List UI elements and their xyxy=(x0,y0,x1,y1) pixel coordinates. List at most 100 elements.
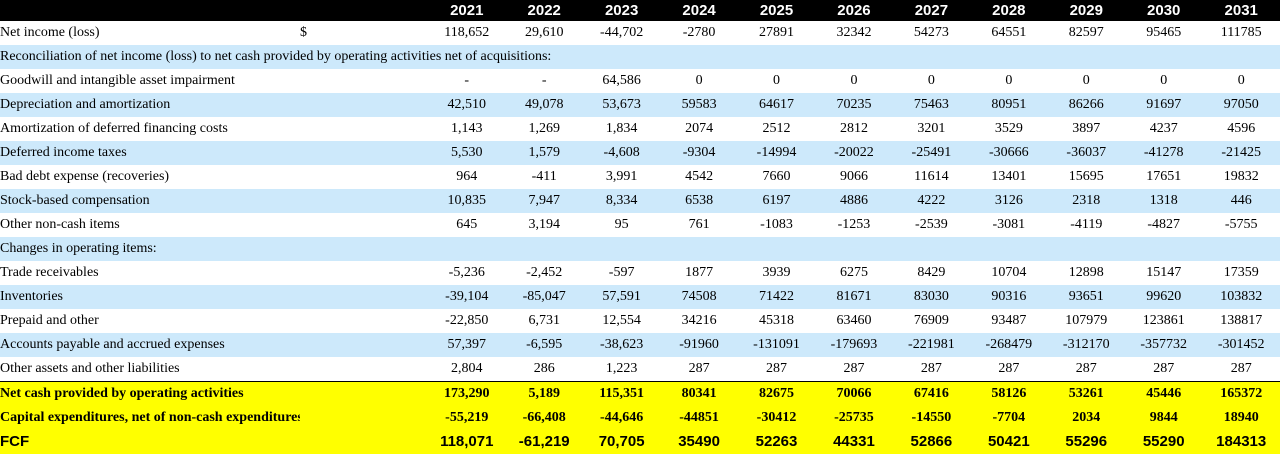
cell-value: 107979 xyxy=(1047,309,1125,333)
cell-value: 9066 xyxy=(815,165,893,189)
cell-value: 184313 xyxy=(1202,430,1280,454)
cell-value: 4222 xyxy=(892,189,971,213)
cell-value: 645 xyxy=(428,213,506,237)
year-header: 2023 xyxy=(582,0,661,21)
year-header: 2028 xyxy=(970,0,1048,21)
table-row-bad-debt: Bad debt expense (recoveries) 964 -411 3… xyxy=(0,165,1280,189)
cell-value: - xyxy=(428,69,506,93)
cell-value: 57,591 xyxy=(582,285,661,309)
cell-value: 97050 xyxy=(1202,93,1280,117)
year-header: 2021 xyxy=(428,0,506,21)
cell-value: -36037 xyxy=(1047,141,1125,165)
year-header: 2026 xyxy=(815,0,893,21)
row-label: Inventories xyxy=(0,285,301,309)
cell-value: 8,334 xyxy=(582,189,661,213)
cell-value: 138817 xyxy=(1202,309,1280,333)
table-row-depreciation: Depreciation and amortization 42,510 49,… xyxy=(0,93,1280,117)
cell-value: -1083 xyxy=(737,213,816,237)
cell-value: -55,219 xyxy=(428,406,506,430)
header-blank xyxy=(0,0,301,21)
cell-value: -411 xyxy=(505,165,583,189)
cell-value: 287 xyxy=(892,357,971,382)
cell-value: 93651 xyxy=(1047,285,1125,309)
year-header: 2031 xyxy=(1202,0,1280,21)
cell-value: -597 xyxy=(582,261,661,285)
table-row-capex: Capital expenditures, net of non-cash ex… xyxy=(0,406,1280,430)
cell-value: -131091 xyxy=(737,333,816,357)
cell-value: 1,269 xyxy=(505,117,583,141)
row-label: Prepaid and other xyxy=(0,309,301,333)
cell-value: -44,702 xyxy=(582,21,661,45)
cell-value: 3126 xyxy=(970,189,1048,213)
cell-value: -44,646 xyxy=(582,406,661,430)
row-label: Trade receivables xyxy=(0,261,301,285)
cell-value: 5,189 xyxy=(505,381,583,406)
cell-value: 287 xyxy=(970,357,1048,382)
cell-value: 15147 xyxy=(1124,261,1203,285)
cell-value: 12898 xyxy=(1047,261,1125,285)
cell-value: 4596 xyxy=(1202,117,1280,141)
cell-value: -357732 xyxy=(1124,333,1203,357)
cell-value: 3939 xyxy=(737,261,816,285)
cell-value: - xyxy=(505,69,583,93)
cell-value: 76909 xyxy=(892,309,971,333)
cell-value: 1,143 xyxy=(428,117,506,141)
cell-value: 80341 xyxy=(660,381,738,406)
cell-value: -41278 xyxy=(1124,141,1203,165)
currency-blank xyxy=(300,141,429,165)
cell-value: 1318 xyxy=(1124,189,1203,213)
cell-value: -221981 xyxy=(892,333,971,357)
cell-value: 1,579 xyxy=(505,141,583,165)
cell-value: 67416 xyxy=(892,381,971,406)
cell-value: 3897 xyxy=(1047,117,1125,141)
table-row-net-cash-operating: Net cash provided by operating activitie… xyxy=(0,381,1280,406)
cell-value: -25491 xyxy=(892,141,971,165)
cell-value: 1,834 xyxy=(582,117,661,141)
cell-value: 95 xyxy=(582,213,661,237)
cell-value: 10704 xyxy=(970,261,1048,285)
cell-value: -268479 xyxy=(970,333,1048,357)
cell-value: 29,610 xyxy=(505,21,583,45)
cell-value: 71422 xyxy=(737,285,816,309)
cell-value: 2074 xyxy=(660,117,738,141)
cell-value: -38,623 xyxy=(582,333,661,357)
cell-value: 74508 xyxy=(660,285,738,309)
row-label: Other non-cash items xyxy=(0,213,301,237)
cell-value: 761 xyxy=(660,213,738,237)
table-row-trade-receivables: Trade receivables -5,236 -2,452 -597 187… xyxy=(0,261,1280,285)
cell-value: 50421 xyxy=(970,430,1048,454)
cell-value: 6275 xyxy=(815,261,893,285)
cell-value: 0 xyxy=(660,69,738,93)
cell-value: 45318 xyxy=(737,309,816,333)
table-row-deferred-financing: Amortization of deferred financing costs… xyxy=(0,117,1280,141)
cell-value: 2512 xyxy=(737,117,816,141)
cell-value: 91697 xyxy=(1124,93,1203,117)
cell-value: -44851 xyxy=(660,406,738,430)
currency-blank xyxy=(300,333,429,357)
cell-value: 82675 xyxy=(737,381,816,406)
row-label: Bad debt expense (recoveries) xyxy=(0,165,301,189)
cell-value: -301452 xyxy=(1202,333,1280,357)
cell-value: 55296 xyxy=(1047,430,1125,454)
row-label: FCF xyxy=(0,430,301,454)
cell-value: 286 xyxy=(505,357,583,382)
cell-value: 0 xyxy=(970,69,1048,93)
section-label: Changes in operating items: xyxy=(0,237,1280,261)
cell-value: 4886 xyxy=(815,189,893,213)
cell-value: 63460 xyxy=(815,309,893,333)
cell-value: -3081 xyxy=(970,213,1048,237)
cell-value: 52263 xyxy=(737,430,816,454)
cell-value: 11614 xyxy=(892,165,971,189)
cell-value: -5,236 xyxy=(428,261,506,285)
currency-blank xyxy=(300,189,429,213)
cell-value: 964 xyxy=(428,165,506,189)
cell-value: 59583 xyxy=(660,93,738,117)
cell-value: -9304 xyxy=(660,141,738,165)
currency-blank xyxy=(300,93,429,117)
table-row-net-income: Net income (loss) $ 118,652 29,610 -44,7… xyxy=(0,21,1280,45)
cell-value: -6,595 xyxy=(505,333,583,357)
cell-value: 3529 xyxy=(970,117,1048,141)
cell-value: 12,554 xyxy=(582,309,661,333)
cell-value: 64551 xyxy=(970,21,1048,45)
cell-value: -4119 xyxy=(1047,213,1125,237)
